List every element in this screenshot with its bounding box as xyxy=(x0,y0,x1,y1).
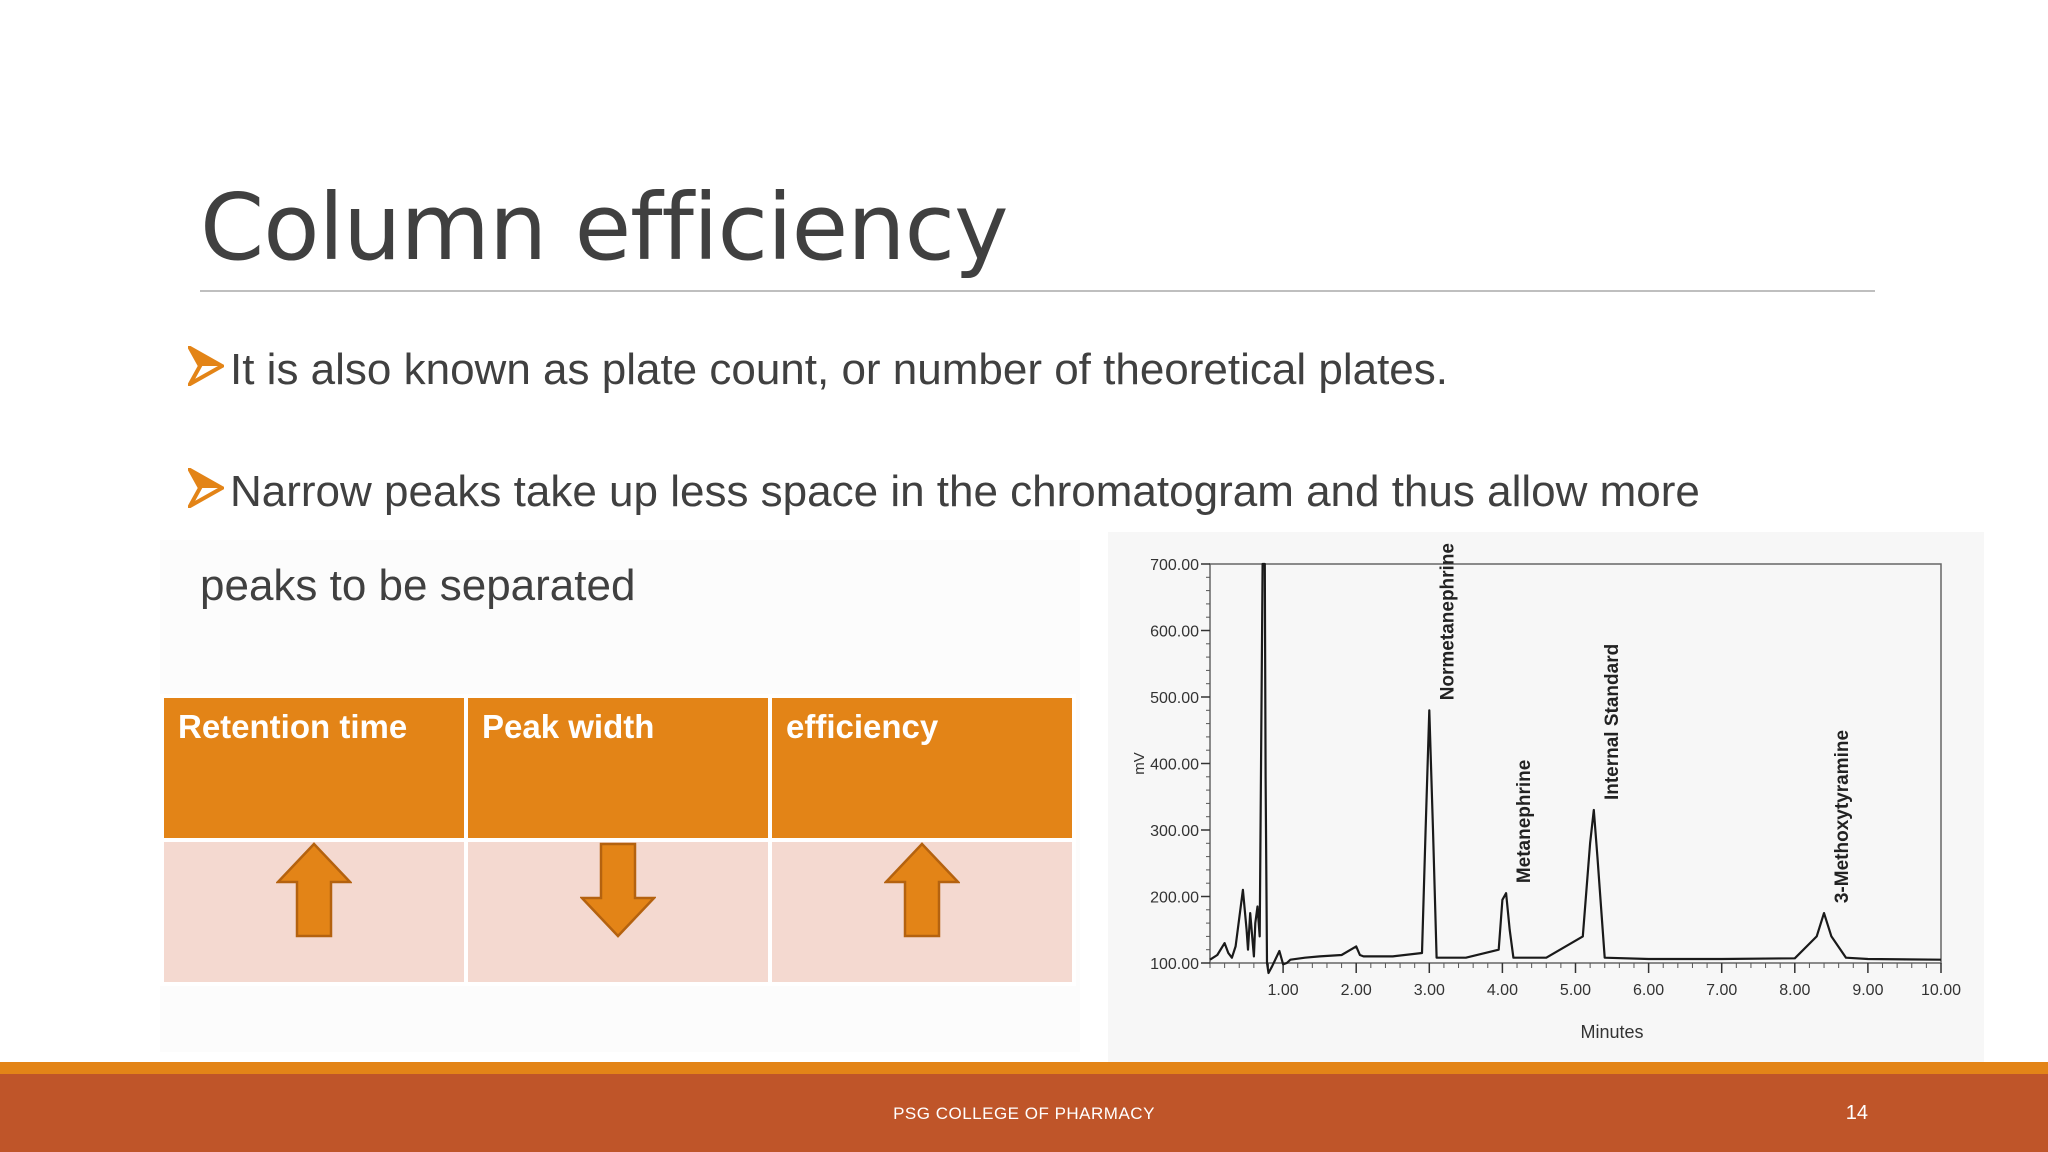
table-header-cell: Peak width xyxy=(464,694,772,842)
page-number: 14 xyxy=(1845,1102,1868,1124)
up-arrow-icon xyxy=(276,842,352,938)
chromatogram-svg: 100.00 200.00 300.00 400.00 500.00 600.00 700.… xyxy=(1131,543,1961,1042)
x-tick-label: 10.00 xyxy=(1921,982,1961,999)
peak-label: 3-Methoxytyramine xyxy=(1832,730,1853,903)
chromatogram-line xyxy=(1209,562,1942,975)
table-row xyxy=(160,838,1076,986)
y-tick-label: 400.00 xyxy=(1150,757,1199,774)
arrow-bullet-icon xyxy=(188,468,224,508)
footer: PSG COLLEGE OF PHARMACY 14 xyxy=(0,1074,2048,1152)
x-tick-label: 5.00 xyxy=(1560,982,1591,999)
efficiency-table: Retention time Peak width efficiency xyxy=(160,694,1076,986)
table-cell xyxy=(160,838,468,986)
peak-label: Metanephrine xyxy=(1514,760,1535,884)
x-tick-label: 7.00 xyxy=(1706,982,1737,999)
x-tick-label: 8.00 xyxy=(1779,982,1810,999)
slide-title: Column efficiency xyxy=(200,174,1009,281)
table-cell xyxy=(464,838,772,986)
x-tick-label: 4.00 xyxy=(1487,982,1518,999)
y-tick-label: 500.00 xyxy=(1150,690,1199,707)
table-cell xyxy=(768,838,1076,986)
header-efficiency: efficiency xyxy=(786,708,939,745)
x-tick-label: 6.00 xyxy=(1633,982,1664,999)
x-tick-label: 2.00 xyxy=(1341,982,1372,999)
bullet-text: Narrow peaks take up less space in the c… xyxy=(230,467,1700,516)
table-header-row: Retention time Peak width efficiency xyxy=(160,694,1076,842)
table-header-cell: Retention time xyxy=(160,694,468,842)
peak-label: Normetanephrine xyxy=(1437,543,1458,700)
x-tick-label: 9.00 xyxy=(1852,982,1883,999)
y-tick-label: 300.00 xyxy=(1150,823,1199,840)
up-arrow-icon xyxy=(884,842,960,938)
header-peak-width: Peak width xyxy=(482,708,655,745)
bullet-continuation: peaks to be separated xyxy=(200,561,636,610)
y-tick-label: 200.00 xyxy=(1150,890,1199,907)
y-tick-label: 100.00 xyxy=(1150,956,1199,973)
title-divider xyxy=(200,290,1875,292)
bullet-item: Narrow peaks take up less space in the c… xyxy=(188,462,1700,522)
x-tick-label: 3.00 xyxy=(1414,982,1445,999)
x-tick-label: 1.00 xyxy=(1268,982,1299,999)
chromatogram-chart: 100.00 200.00 300.00 400.00 500.00 600.00 700.… xyxy=(1108,532,1984,1062)
arrow-bullet-icon xyxy=(188,346,224,386)
bullet-text: It is also known as plate count, or numb… xyxy=(230,345,1448,394)
y-tick-label: 700.00 xyxy=(1150,557,1199,574)
down-arrow-icon xyxy=(580,842,656,938)
x-axis-label: Minutes xyxy=(1581,1022,1644,1042)
footer-college: PSG COLLEGE OF PHARMACY xyxy=(893,1104,1155,1123)
bullet-item: It is also known as plate count, or numb… xyxy=(188,340,1448,400)
peak-label: Internal Standard xyxy=(1602,644,1623,800)
table-header-cell: efficiency xyxy=(768,694,1076,842)
footer-accent-bar xyxy=(0,1062,2048,1074)
y-tick-label: 600.00 xyxy=(1150,624,1199,641)
y-axis-label: mV xyxy=(1131,752,1148,775)
header-retention-time: Retention time xyxy=(178,708,408,745)
